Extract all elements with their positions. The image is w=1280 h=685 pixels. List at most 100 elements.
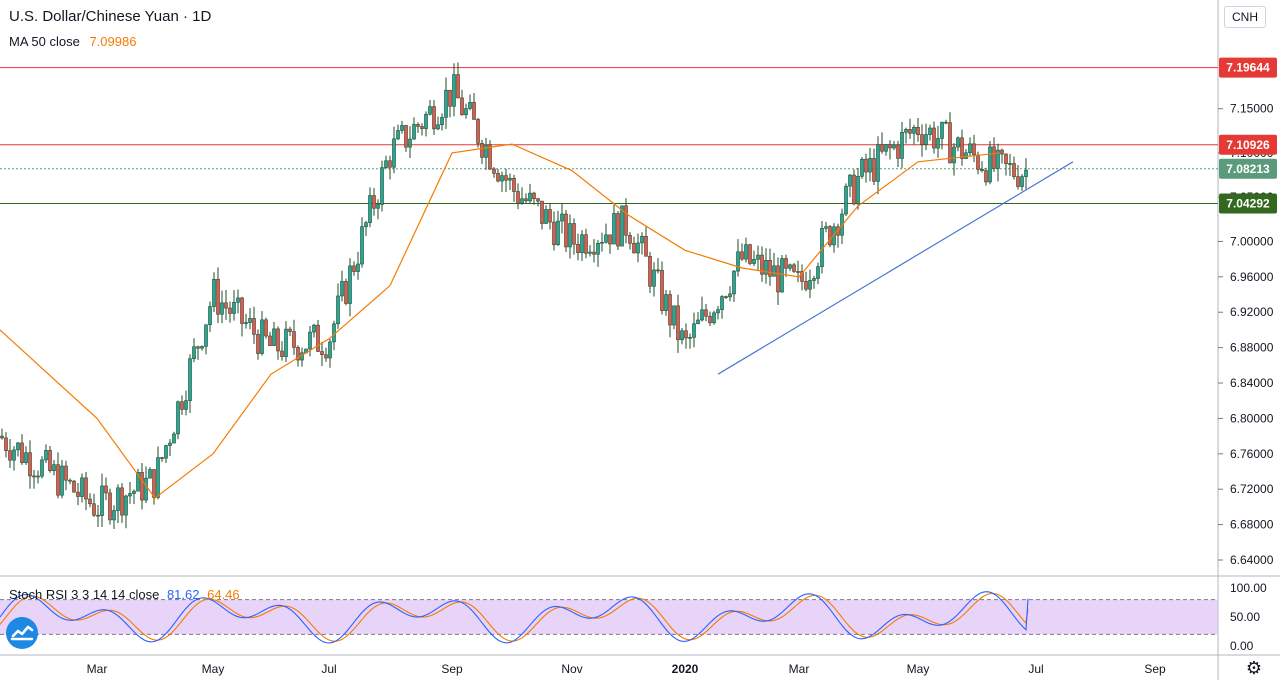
candle-body xyxy=(316,324,320,352)
candle-body xyxy=(264,319,268,337)
candle-body xyxy=(756,254,760,260)
time-axis-tick-label: Jul xyxy=(321,662,336,676)
candle-body xyxy=(1016,176,1020,187)
candle-body xyxy=(416,124,420,127)
candle-body xyxy=(804,281,808,290)
candle-body xyxy=(688,337,692,339)
candle-body xyxy=(12,449,16,461)
candle-body xyxy=(724,296,728,298)
candle-body xyxy=(696,319,700,324)
candle-body xyxy=(136,472,140,492)
candle-body xyxy=(844,185,848,215)
candle-body xyxy=(680,330,684,341)
candle-body xyxy=(352,265,356,272)
level-badge-label: 7.10926 xyxy=(1226,138,1270,152)
candle-body xyxy=(344,281,348,304)
candle-body xyxy=(384,160,388,168)
candle-body xyxy=(716,309,720,314)
chart-title: U.S. Dollar/Chinese Yuan · 1D xyxy=(9,8,212,25)
candle-body xyxy=(396,130,400,140)
candle-body xyxy=(772,265,776,277)
candle-body xyxy=(120,487,124,516)
price-axis-tick-label: 6.96000 xyxy=(1230,270,1274,284)
candle-body xyxy=(960,137,964,159)
candle-body xyxy=(1012,163,1016,177)
candle-body xyxy=(548,209,552,223)
candle-body xyxy=(452,74,456,107)
candle-body xyxy=(608,234,612,245)
candle-body xyxy=(484,144,488,158)
candle-body xyxy=(1000,149,1004,155)
candle-body xyxy=(52,464,56,472)
candle-body xyxy=(48,450,52,472)
candle-body xyxy=(8,450,12,461)
candle-body xyxy=(512,177,516,192)
candle-body xyxy=(148,469,152,479)
candle-body xyxy=(624,205,628,236)
candle-body xyxy=(676,305,680,341)
time-axis-tick-label: May xyxy=(907,662,930,676)
candle-body xyxy=(516,191,520,204)
candle-body xyxy=(280,350,284,357)
candle-body xyxy=(536,198,540,202)
candle-body xyxy=(788,264,792,269)
stoch-rsi-k-value: 81.62 xyxy=(166,587,200,602)
candle-body xyxy=(272,328,276,346)
candle-body xyxy=(992,146,996,169)
candle-body xyxy=(784,258,788,269)
candle-body xyxy=(88,498,92,505)
candle-body xyxy=(508,177,512,181)
candle-body xyxy=(312,324,316,333)
price-axis-tick-label: 6.84000 xyxy=(1230,376,1274,390)
candle-body xyxy=(924,134,928,145)
candle-body xyxy=(216,278,220,315)
price-axis-tick-label: 6.68000 xyxy=(1230,518,1274,532)
candle-body xyxy=(668,294,672,326)
candle-body xyxy=(972,143,976,156)
time-axis-tick-label: Mar xyxy=(87,662,108,676)
candle-body xyxy=(72,480,76,493)
candle-body xyxy=(80,477,84,497)
candle-body xyxy=(948,122,952,164)
candle-body xyxy=(812,278,816,281)
candle-body xyxy=(968,143,972,154)
candle-body xyxy=(432,106,436,130)
candle-body xyxy=(76,491,80,497)
candle-body xyxy=(464,108,468,116)
candle-body xyxy=(460,97,464,116)
candle-body xyxy=(152,469,156,498)
candle-body xyxy=(388,160,392,168)
candle-body xyxy=(188,358,192,401)
candle-body xyxy=(236,297,240,303)
candle-body xyxy=(160,457,164,459)
settings-gear-icon[interactable]: ⚙ xyxy=(1245,658,1262,678)
price-axis-tick-label: 7.00000 xyxy=(1230,234,1274,248)
candle-body xyxy=(268,335,272,346)
ascending-trendline[interactable] xyxy=(717,161,1074,375)
ma50-line[interactable] xyxy=(0,143,1001,499)
candle-body xyxy=(456,74,460,99)
symbol-badge[interactable]: CNH xyxy=(1224,6,1266,28)
tradingview-logo-icon[interactable] xyxy=(6,617,38,649)
candle-body xyxy=(140,472,144,501)
candle-body xyxy=(1020,176,1024,187)
candle-body xyxy=(380,167,384,205)
candle-body xyxy=(468,102,472,109)
candle-body xyxy=(932,127,936,149)
candle-body xyxy=(964,152,968,159)
candle-body xyxy=(436,124,440,130)
price-axis-tick-label: 7.15000 xyxy=(1230,102,1274,116)
level-badge-label: 7.04292 xyxy=(1226,196,1270,210)
candle-body xyxy=(112,510,116,521)
candle-body xyxy=(872,158,876,182)
candle-body xyxy=(28,452,32,477)
candle-body xyxy=(572,223,576,245)
time-axis-tick-label: Sep xyxy=(441,662,463,676)
candle-body xyxy=(808,280,812,290)
candle-body xyxy=(936,138,940,149)
stoch-rsi-axis-label: 100.00 xyxy=(1230,581,1267,595)
candle-body xyxy=(860,158,864,177)
